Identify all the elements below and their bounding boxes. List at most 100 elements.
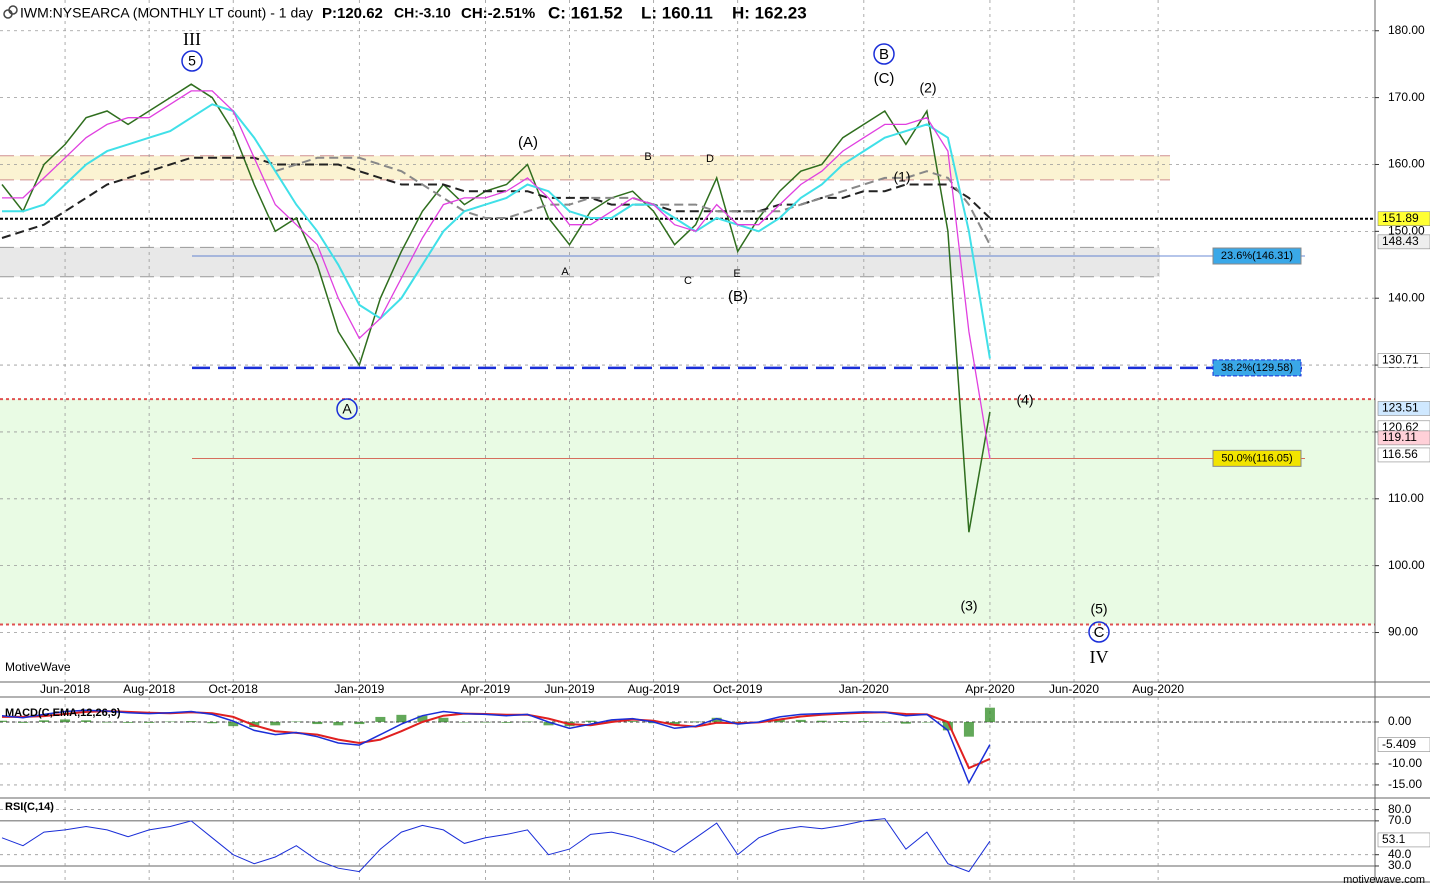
x-tick-label: Jan-2020 — [839, 682, 889, 696]
wave-label: (B) — [728, 288, 748, 305]
histogram-bar — [627, 721, 638, 722]
wave-label: E — [733, 268, 740, 280]
header-stat: C: 161.52 — [548, 3, 623, 22]
header-stat: CH:-3.10 — [394, 5, 451, 21]
wave-label: (5) — [1090, 601, 1107, 617]
zone — [0, 399, 1375, 625]
header-stat: L: 160.11 — [641, 3, 713, 22]
histogram-bar — [816, 720, 827, 722]
price-marker-box — [1377, 737, 1430, 752]
fib-label-box — [1212, 359, 1302, 377]
histogram-bar — [207, 721, 218, 724]
histogram-bar — [984, 707, 995, 722]
y-tick-label: 140.00 — [1388, 290, 1425, 304]
histogram-bar — [942, 721, 953, 731]
watermark: MotiveWave — [5, 660, 71, 674]
wave-label: B — [879, 46, 889, 63]
series-line — [2, 90, 991, 459]
series-line — [1, 709, 991, 785]
price-marker-label: 119.11 — [1382, 430, 1417, 444]
price-marker-box — [1377, 234, 1430, 250]
histogram-bar — [585, 720, 596, 722]
x-tick-label: Jun-2020 — [1049, 682, 1099, 696]
fib-label: 38.2%(129.58) — [1221, 362, 1293, 374]
y-tick-label: 180.00 — [1388, 23, 1425, 37]
price-marker-label: 148.43 — [1382, 234, 1419, 248]
y-tick-label: -15.00 — [1388, 777, 1422, 791]
histogram-bar — [396, 714, 407, 722]
y-tick-label: 90.00 — [1388, 625, 1418, 639]
histogram-bar — [228, 721, 239, 727]
series-line — [1, 83, 991, 533]
histogram-bar — [480, 721, 491, 723]
x-tick-label: Jan-2019 — [334, 682, 384, 696]
histogram-bar — [795, 719, 806, 722]
price-marker-box — [1377, 353, 1430, 368]
wave-label: IV — [1090, 647, 1109, 667]
histogram-bar — [102, 721, 113, 723]
zone — [0, 155, 1170, 180]
wave-label: B — [644, 151, 651, 163]
histogram-bar — [291, 721, 302, 723]
x-tick-label: Jun-2019 — [545, 682, 595, 696]
wave-label: A — [561, 266, 569, 278]
histogram-bar — [522, 721, 533, 723]
histogram-bar — [501, 721, 512, 723]
histogram-bar — [837, 721, 848, 722]
chart-title: IWM:NYSEARCA (MONTHLY LT count) - 1 day — [20, 5, 313, 21]
wave-label: (4) — [1016, 392, 1033, 408]
fib-label: 23.6%(146.31) — [1221, 250, 1293, 262]
y-tick-label: 0.00 — [1388, 714, 1412, 728]
histogram-bar — [186, 721, 197, 722]
y-tick-label: 160.00 — [1388, 157, 1425, 171]
y-tick-label: 100.00 — [1388, 558, 1425, 572]
wave-label: (A) — [518, 134, 538, 151]
histogram-bar — [144, 721, 155, 723]
histogram-bar — [711, 717, 722, 722]
wave-circle — [336, 398, 358, 420]
price-marker-label: 151.89 — [1382, 211, 1419, 225]
histogram-bar — [312, 721, 323, 725]
histogram-bar — [270, 721, 281, 726]
header-stat: H: 162.23 — [732, 3, 807, 22]
y-tick-label: 80.0 — [1388, 802, 1412, 816]
histogram-bar — [39, 720, 50, 722]
price-marker-box — [1377, 430, 1430, 446]
y-tick-label: 40.0 — [1388, 847, 1412, 861]
y-tick-label: 110.00 — [1388, 491, 1424, 505]
price-marker-box — [1377, 447, 1430, 463]
x-tick-label: Aug-2019 — [628, 682, 680, 696]
header-stat: P:120.62 — [322, 5, 383, 22]
x-tick-label: Jun-2018 — [40, 682, 90, 696]
wave-label: C — [1094, 624, 1105, 641]
header-stat: CH:-2.51% — [461, 5, 535, 22]
price-marker-box — [1377, 832, 1430, 848]
histogram-bar — [858, 721, 869, 722]
histogram-bar — [606, 719, 617, 722]
price-marker-label: -5.409 — [1382, 737, 1416, 751]
wave-label: (1) — [893, 169, 910, 185]
y-tick-label: 150.00 — [1388, 224, 1425, 238]
price-marker-label: 123.51 — [1382, 401, 1419, 415]
histogram-bar — [18, 721, 29, 723]
series-line — [2, 103, 991, 359]
price-marker-label: 130.71 — [1382, 352, 1419, 366]
price-marker-box — [1377, 211, 1430, 227]
y-tick-label: 30.0 — [1388, 858, 1412, 872]
link-icon — [3, 5, 18, 19]
histogram-bar — [543, 721, 554, 726]
histogram-bar — [165, 721, 176, 723]
histogram-bar — [879, 721, 890, 723]
histogram-bar — [669, 721, 680, 726]
histogram-bar — [60, 719, 71, 722]
histogram-bar — [963, 721, 974, 737]
x-tick-label: Oct-2019 — [713, 682, 763, 696]
histogram-bar — [375, 716, 386, 722]
wave-circle — [181, 50, 203, 72]
x-tick-label: Apr-2019 — [461, 682, 511, 696]
histogram-bar — [354, 721, 365, 725]
backgrounds — [0, 0, 1375, 882]
price-marker-label: 53.1 — [1382, 832, 1406, 846]
histogram-bar — [690, 721, 701, 723]
